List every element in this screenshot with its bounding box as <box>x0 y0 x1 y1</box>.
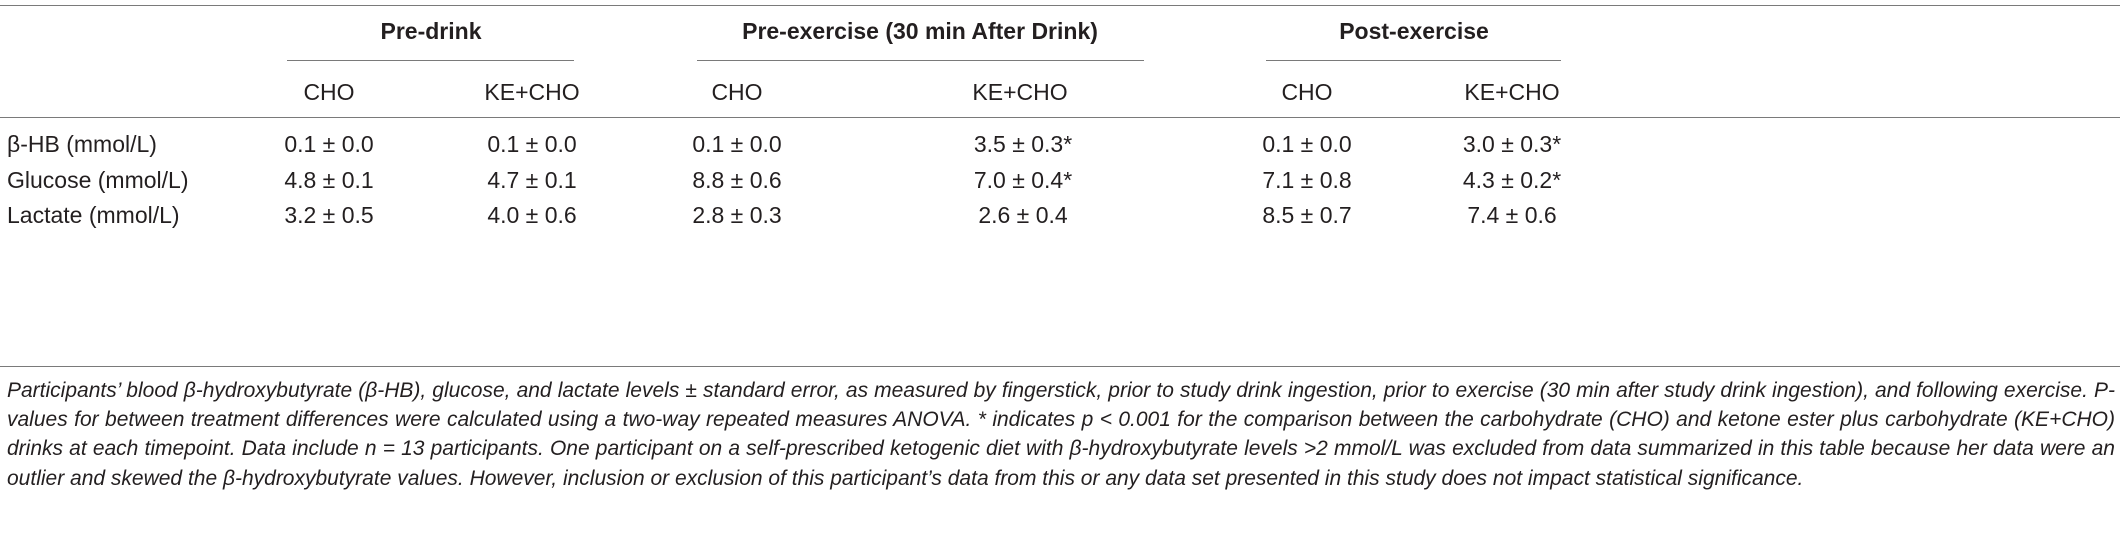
table-cell: 0.1 ± 0.0 <box>692 131 782 157</box>
table-cell: 3.5 ± 0.3* <box>973 131 1073 157</box>
table-cell: 0.1 ± 0.0 <box>284 131 374 157</box>
table-cell: 0.1 ± 0.0 <box>487 131 577 157</box>
row-label: Lactate (mmol/L) <box>7 202 180 228</box>
subheader-cho: CHO <box>303 79 355 105</box>
table-cell: 4.7 ± 0.1 <box>487 167 577 193</box>
table-bottom-rule <box>0 366 2120 367</box>
table-cell: 4.3 ± 0.2* <box>1462 167 1562 193</box>
subheader-ke-cho: KE+CHO <box>972 79 1068 105</box>
table-cell: 3.0 ± 0.3* <box>1462 131 1562 157</box>
table-cell: 0.1 ± 0.0 <box>1262 131 1352 157</box>
group-header-post-exercise: Post-exercise <box>1339 18 1489 44</box>
table-cell: 8.5 ± 0.7 <box>1262 202 1352 228</box>
row-label: Glucose (mmol/L) <box>7 167 189 193</box>
group-rule-pre-exercise <box>697 60 1144 61</box>
group-rule-pre-drink <box>287 60 574 61</box>
subheader-ke-cho: KE+CHO <box>484 79 580 105</box>
group-header-pre-exercise: Pre-exercise (30 min After Drink) <box>742 18 1098 44</box>
table-cell: 7.0 ± 0.4* <box>973 167 1073 193</box>
table-cell: 3.2 ± 0.5 <box>284 202 374 228</box>
table-cell: 7.4 ± 0.6 <box>1467 202 1557 228</box>
table-cell: 4.0 ± 0.6 <box>487 202 577 228</box>
table-caption: Participants’ blood β-hydroxybutyrate (β… <box>7 379 2115 490</box>
table-cell: 7.1 ± 0.8 <box>1262 167 1352 193</box>
header-bottom-rule <box>0 117 2120 118</box>
table-cell: 8.8 ± 0.6 <box>692 167 782 193</box>
subheader-cho: CHO <box>1281 79 1333 105</box>
group-rule-post-exercise <box>1266 60 1561 61</box>
group-header-pre-drink: Pre-drink <box>380 18 482 44</box>
table-cell: 4.8 ± 0.1 <box>284 167 374 193</box>
table-top-rule <box>0 5 2120 6</box>
subheader-ke-cho: KE+CHO <box>1464 79 1560 105</box>
row-label: β-HB (mmol/L) <box>7 131 157 157</box>
table-cell: 2.8 ± 0.3 <box>692 202 782 228</box>
table-cell: 2.6 ± 0.4 <box>978 202 1068 228</box>
subheader-cho: CHO <box>711 79 763 105</box>
